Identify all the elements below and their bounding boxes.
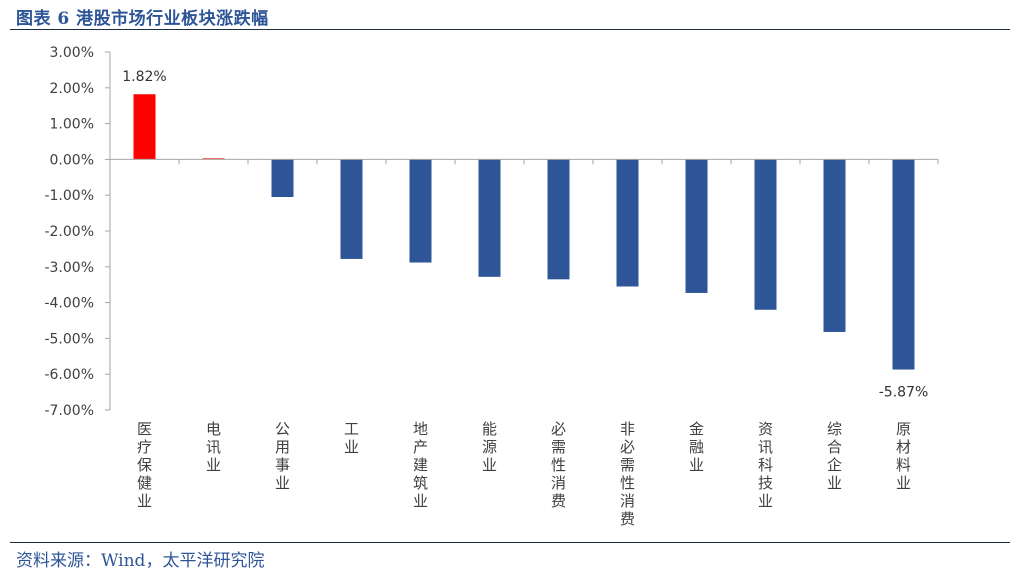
data-label: 1.82% — [122, 69, 166, 85]
y-tick-label: 0.00% — [50, 152, 94, 168]
y-tick-label: -4.00% — [44, 296, 94, 312]
category-label: 公用事业 — [275, 420, 290, 492]
category-label: 金融业 — [689, 420, 704, 474]
y-tick-label: -3.00% — [44, 260, 94, 276]
bar — [133, 94, 156, 160]
x-axis — [109, 158, 939, 165]
bar — [478, 159, 501, 277]
bar — [409, 159, 432, 263]
category-label: 工业 — [344, 420, 359, 456]
bar — [616, 159, 639, 287]
category-label: 综合企业 — [827, 420, 842, 492]
source-note: 资料来源：Wind，太平洋研究院 — [16, 551, 265, 571]
y-tick-label: 2.00% — [50, 81, 94, 97]
category-label: 资讯科技业 — [758, 420, 773, 510]
figure-title: 图表 6 港股市场行业板块涨跌幅 — [16, 9, 269, 29]
bar — [823, 159, 846, 332]
y-tick-label: -7.00% — [44, 403, 94, 419]
y-tick-label: -5.00% — [44, 331, 94, 347]
y-axis: 3.00% 2.00% 1.00% 0.00% -1.00% -2.00% -3.00% -4… — [44, 45, 111, 419]
category-label: 必需性消费 — [551, 420, 566, 510]
bar-series — [133, 94, 915, 370]
category-label: 医疗保健业 — [137, 420, 152, 510]
y-tick-label: 1.00% — [50, 117, 94, 133]
bar — [685, 159, 708, 293]
y-tick-label: -2.00% — [44, 224, 94, 240]
data-label: -5.87% — [879, 385, 929, 401]
bar — [547, 159, 570, 280]
y-tick-label: -1.00% — [44, 188, 94, 204]
category-label: 地产建筑业 — [413, 420, 428, 510]
category-label: 电讯业 — [206, 420, 221, 474]
bar — [754, 159, 777, 310]
y-tick-label: -6.00% — [44, 367, 94, 383]
bar — [892, 159, 915, 370]
bar — [271, 159, 294, 197]
bar — [340, 159, 363, 259]
category-label: 能源业 — [482, 420, 497, 474]
top-divider — [10, 29, 1010, 30]
category-label: 非必需性消费 — [620, 420, 635, 528]
data-labels: 1.82% -5.87% — [122, 69, 928, 400]
bar — [202, 158, 225, 160]
y-tick-label: 3.00% — [50, 45, 94, 61]
category-label: 原材料业 — [896, 420, 911, 492]
category-labels: 医疗保健业 电讯业 公用事业 工业 地产建筑业 能源业 必需性消费 非必需性消费 金融业 资讯科技… — [137, 420, 911, 528]
bottom-divider — [10, 542, 1010, 543]
